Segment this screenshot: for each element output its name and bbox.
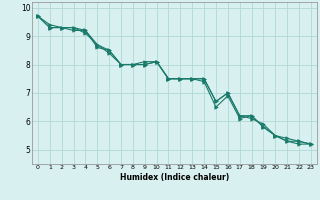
X-axis label: Humidex (Indice chaleur): Humidex (Indice chaleur) [120,173,229,182]
